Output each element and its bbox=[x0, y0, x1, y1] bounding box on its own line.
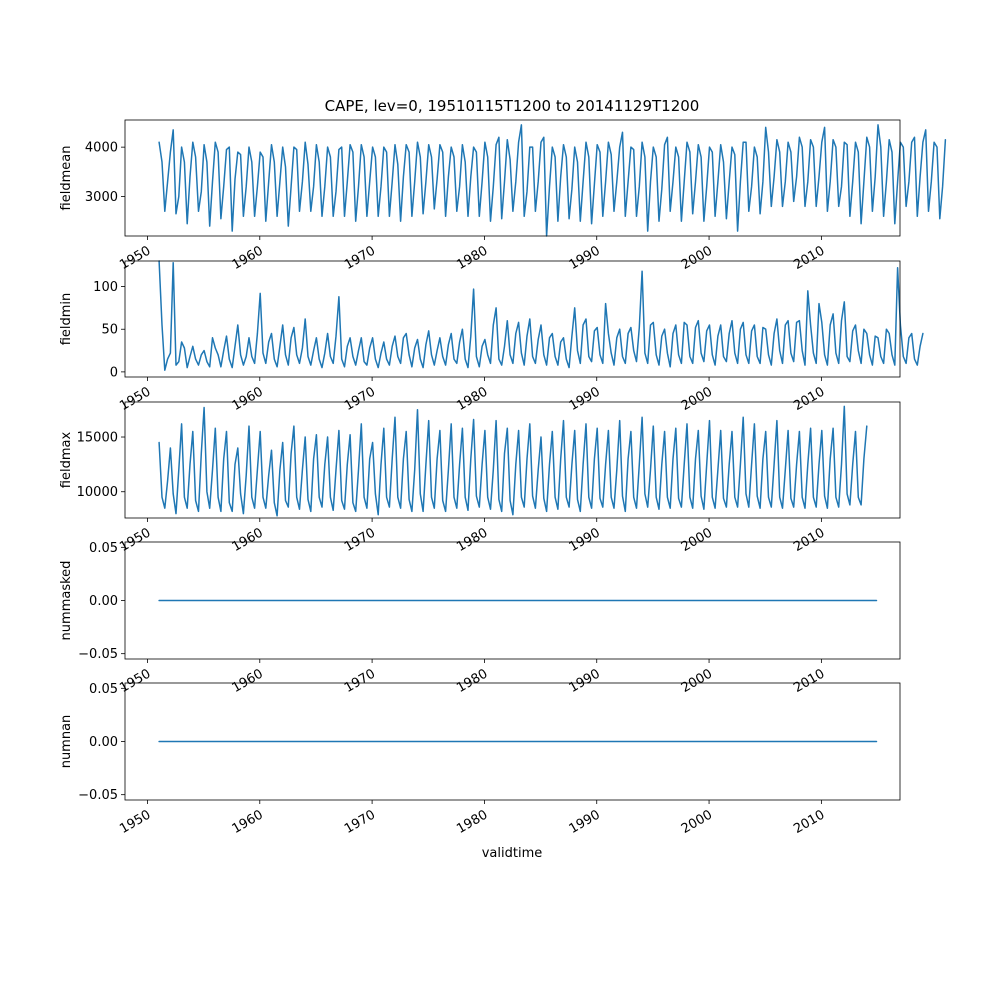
plot-frame bbox=[124, 401, 901, 519]
y-axis-label: nummasked bbox=[59, 561, 74, 641]
y-tick-label: 100 bbox=[93, 280, 118, 295]
y-tick-label: −0.05 bbox=[78, 788, 118, 803]
y-tick-label: 0.05 bbox=[89, 682, 118, 697]
y-tick-label: 4000 bbox=[85, 141, 118, 156]
plot-frame bbox=[124, 119, 901, 237]
y-tick-label: 0 bbox=[110, 365, 118, 380]
y-tick-label: 3000 bbox=[85, 190, 118, 205]
y-tick-label: 10000 bbox=[77, 485, 118, 500]
chart-title: CAPE, lev=0, 19510115T1200 to 20141129T1… bbox=[325, 97, 700, 115]
y-tick-label: 0.05 bbox=[89, 541, 118, 556]
plot-frame bbox=[124, 260, 901, 378]
y-tick-label: 0.00 bbox=[89, 594, 118, 609]
series-line-fieldmean bbox=[158, 124, 947, 237]
y-axis-label: fieldmax bbox=[59, 432, 74, 489]
y-axis-label: numnan bbox=[59, 715, 74, 769]
x-axis-label: validtime bbox=[482, 846, 543, 861]
y-axis-label: fieldmin bbox=[59, 293, 74, 346]
series-line-fieldmin bbox=[158, 260, 924, 371]
series-line-fieldmax bbox=[158, 405, 868, 517]
y-tick-label: 0.00 bbox=[89, 735, 118, 750]
y-axis-label: fieldmean bbox=[59, 146, 74, 211]
y-tick-label: 15000 bbox=[77, 431, 118, 446]
y-tick-label: −0.05 bbox=[78, 647, 118, 662]
y-tick-label: 50 bbox=[101, 323, 118, 338]
